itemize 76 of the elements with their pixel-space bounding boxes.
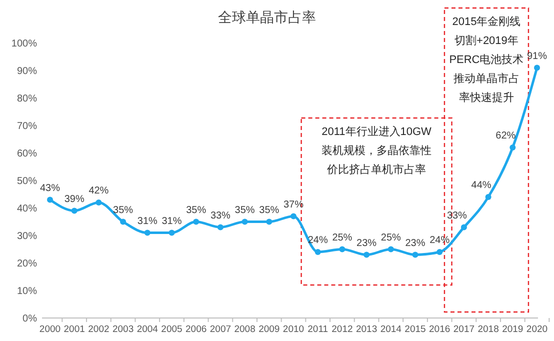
data-label: 25% [332,232,352,244]
x-tick-label: 2000 [39,324,61,335]
x-tick-label: 2011 [308,324,328,335]
point [510,144,516,150]
point [96,200,102,206]
point [290,213,296,220]
point [120,218,126,225]
data-label: 44% [471,180,492,191]
data-label: 23% [356,238,377,249]
x-tick-label: 2016 [429,324,450,335]
data-label: 31% [162,216,182,227]
point [314,249,321,255]
x-tick-label: 2005 [161,324,182,335]
point [242,218,248,225]
point [71,208,78,214]
point [412,252,418,258]
data-label: 35% [234,204,255,216]
x-tick-label: 2009 [258,324,280,335]
y-tick-label: 0% [22,314,38,324]
point [364,252,370,258]
x-tick-label: 2015 [404,324,426,335]
y-tick-label: 10% [16,286,38,297]
point [168,230,175,236]
x-tick-label: 2001 [64,324,85,335]
x-tick-label: 2018 [478,324,499,335]
point [436,249,443,255]
point [47,196,53,203]
x-tick-label: 2017 [453,324,475,335]
point [339,246,346,252]
data-label: 37% [283,199,304,210]
y-tick-label: 90% [16,66,38,77]
data-label: 91% [526,50,548,62]
data-label: 62% [496,130,516,142]
x-tick-label: 2006 [186,324,207,335]
annotation: 2015年金刚线切割+2019年PERC电池技术推动单晶市占率快速提升 [449,15,524,104]
data-label: 35% [113,204,134,216]
point [388,246,394,252]
x-tick-label: 2002 [88,324,110,335]
x-tick-label: 2020 [526,324,548,335]
point [460,224,467,230]
y-tick-label: 60% [16,148,38,160]
data-label: 33% [210,210,231,222]
point [534,64,540,71]
data-label: 42% [88,186,109,196]
y-tick-label: 80% [16,94,38,104]
x-tick-label: 2008 [234,324,256,335]
x-tick-label: 2013 [356,324,378,335]
x-tick-label: 2003 [112,324,134,335]
data-label: 39% [64,194,84,205]
data-label: 31% [137,216,158,227]
x-tick-label: 2004 [136,324,158,335]
x-tick-label: 2007 [210,324,232,335]
data-label: 25% [380,232,402,244]
y-tick-label: 50% [16,176,38,187]
data-label: 24% [430,235,450,246]
x-tick-label: 2010 [282,324,304,335]
data-label: 23% [405,238,426,249]
annotation: 2011年行业进入10GW装机规模，多晶依靠性价比挤占单机市占率 [322,125,432,176]
data-label: 43% [40,182,60,194]
x-tick-label: 2012 [332,324,353,335]
y-tick-label: 40% [16,204,38,214]
data-label: 35% [186,204,206,216]
point [217,224,224,230]
point [266,218,272,225]
point [485,194,492,200]
x-tick-label: 2014 [380,324,402,335]
point [144,230,150,236]
y-tick-label: 100% [11,38,38,50]
x-tick-label: 2019 [502,324,524,335]
y-tick-label: 20% [16,258,38,270]
data-label: 33% [446,210,468,222]
chart-title: 全球单晶市占率 [218,9,316,25]
y-tick-label: 30% [16,231,38,242]
data-label: 35% [259,204,280,216]
point [193,218,200,225]
y-tick-label: 70% [16,121,38,132]
